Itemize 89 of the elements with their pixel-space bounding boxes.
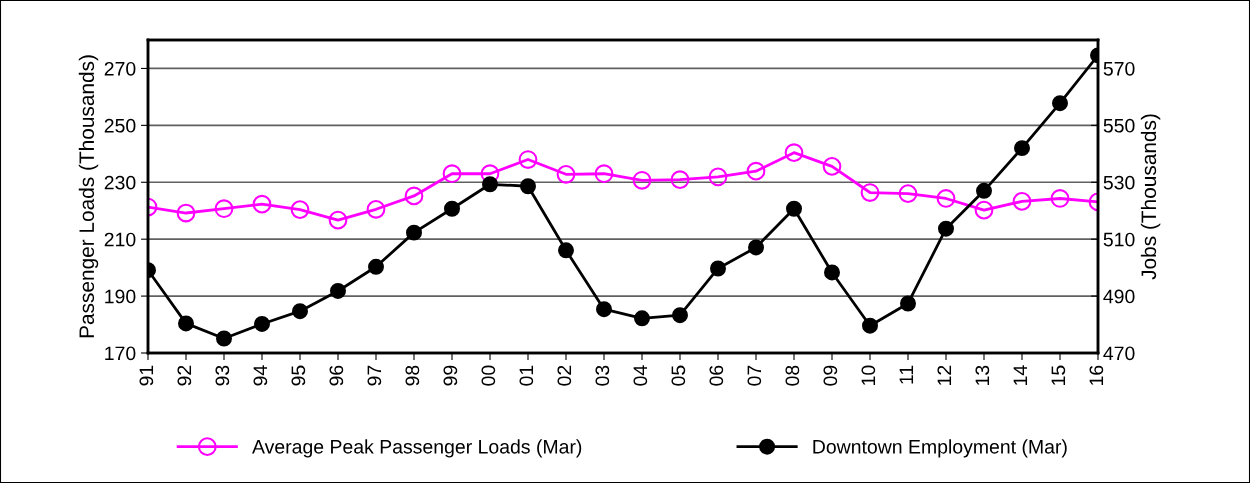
x-tick-label: 92 [177,365,192,386]
x-tick-label: 94 [253,365,268,386]
x-tick-label: 07 [747,365,762,386]
point [1052,95,1068,112]
x-tick-label: 06 [709,365,724,386]
x-tick-label: 02 [557,365,572,386]
legend-label: Average Peak Passenger Loads (Mar) [252,439,582,458]
point [1012,191,1032,211]
y-tick-label: 190 [105,289,136,304]
y2-tick-label: 490 [1103,289,1135,304]
point [710,260,726,277]
x-tick-label: 93 [215,365,230,386]
point [482,176,498,193]
point [708,167,728,187]
x-tick-label: 15 [1051,365,1066,385]
y2-tick-label: 510 [1103,232,1135,247]
y-tick-label: 230 [104,175,136,190]
point [784,143,804,163]
y-tick-label: 270 [104,61,136,76]
point [898,184,918,204]
x-tick-label: 99 [443,365,458,386]
x-tick-label: 04 [633,365,648,386]
point [632,170,652,190]
x-tick-label: 98 [405,365,420,386]
point [404,186,424,206]
x-tick-label: 03 [595,365,610,386]
point [406,224,422,241]
y-axis-title: Passenger Loads (Thousands) [78,55,99,338]
point [518,150,538,169]
legend-label: Downtown Employment (Mar) [813,439,1067,458]
point [178,315,194,332]
y2-tick-label: 530 [1103,175,1135,190]
point [900,295,916,312]
y2-axis-title: Jobs (Thousands) [1140,114,1161,280]
point [824,264,840,281]
x-tick-label: 10 [861,365,876,385]
point [1050,189,1070,208]
point [1014,140,1030,157]
point [520,178,536,195]
y-tick-label: 170 [105,346,136,361]
point [634,310,650,327]
y2-tick-label: 570 [1103,61,1135,76]
point [936,189,956,208]
x-tick-label: 95 [291,365,306,386]
y-tick-label: 250 [104,118,136,133]
point [596,301,612,318]
point [938,220,954,237]
point [368,258,384,275]
point [976,182,992,199]
x-tick-label: 00 [481,365,496,386]
point [822,156,842,176]
x-tick-label: 12 [937,365,952,385]
point [252,194,272,214]
point [328,210,348,230]
point [254,315,270,332]
x-tick-label: 01 [519,365,534,386]
point [786,200,802,217]
x-tick-label: 08 [785,365,800,386]
y2-tick-label: 470 [1103,346,1135,361]
point [558,242,574,259]
point [862,317,878,334]
point [746,161,766,181]
point [216,330,232,347]
x-tick-label: 09 [823,365,838,386]
point [974,200,994,220]
point [672,307,688,324]
y2-tick-label: 550 [1103,118,1135,133]
point [176,203,196,223]
point [594,164,614,184]
point [290,200,310,219]
point [292,303,308,320]
point [366,199,386,219]
x-tick-label: 05 [671,365,686,386]
x-tick-label: 11 [899,365,914,384]
point [214,199,234,219]
point [670,170,690,190]
x-tick-label: 91 [139,365,154,386]
point [442,164,462,184]
x-tick-label: 16 [1089,365,1104,385]
x-tick-label: 14 [1013,365,1028,385]
point [860,183,880,202]
point [444,200,460,217]
x-tick-label: 13 [975,365,990,385]
x-tick-label: 96 [329,365,344,386]
point [748,239,764,256]
x-tick-label: 97 [367,365,382,386]
point [556,164,576,184]
y-tick-label: 210 [104,232,136,247]
point [330,282,346,299]
